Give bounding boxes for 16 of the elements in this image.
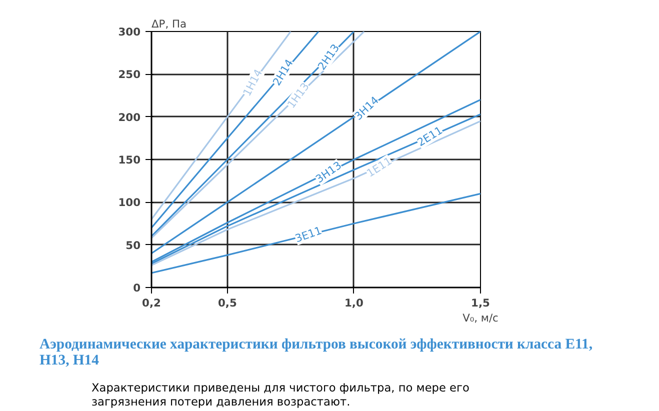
x-axis-title: V₀, м/с: [462, 312, 499, 324]
annotation: 3E11: [293, 224, 324, 246]
x-tick-label: 1,0: [344, 296, 364, 310]
y-tick-label: 300: [118, 26, 141, 38]
text: Аэродинамические характеристики фильтров высокой эффективности класса E11, H13, H14: [40, 336, 593, 368]
y-tick-label: 100: [118, 196, 141, 210]
x-tick-label: 1,5: [471, 296, 490, 310]
x-tick-label: 0,5: [218, 296, 237, 310]
text: Характеристики приведены для чистого фильтра, по мере его загрязнения потери давления возрастают.: [92, 380, 470, 408]
y-tick-label: 0: [133, 282, 141, 294]
x-tick-label: 0,2: [142, 296, 161, 310]
y-tick-label: 50: [126, 238, 141, 252]
y-tick-label: 150: [118, 154, 141, 166]
y-tick-label: 250: [118, 68, 141, 82]
y-tick-label: 200: [118, 110, 141, 124]
y-axis-title: ΔP, Па: [152, 18, 187, 30]
